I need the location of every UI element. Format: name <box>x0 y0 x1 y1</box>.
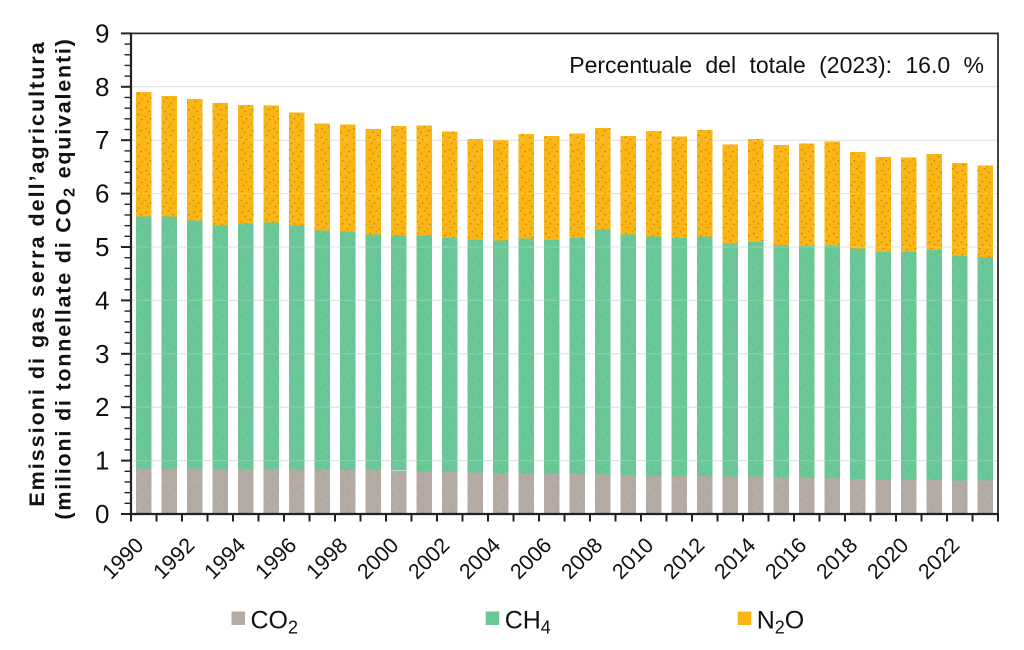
svg-text:2014: 2014 <box>710 533 761 584</box>
svg-text:Percentuale del totale (2023):: Percentuale del totale (2023): 16.0 % <box>569 52 984 78</box>
svg-text:5: 5 <box>95 232 109 262</box>
svg-text:3: 3 <box>95 339 109 369</box>
svg-text:1994: 1994 <box>200 533 251 584</box>
svg-text:N2O: N2O <box>757 607 805 638</box>
svg-text:8: 8 <box>95 72 109 102</box>
svg-text:1990: 1990 <box>98 533 149 584</box>
svg-text:(milioni di tonnellate di CO2: (milioni di tonnellate di CO2 equivalent… <box>52 37 79 519</box>
svg-text:Emissioni di gas serra dell’ag: Emissioni di gas serra dell’agricultura <box>25 40 49 506</box>
svg-text:2006: 2006 <box>506 533 557 584</box>
svg-text:2012: 2012 <box>659 533 710 584</box>
svg-text:2000: 2000 <box>353 533 404 584</box>
svg-text:2020: 2020 <box>863 533 914 584</box>
svg-text:CH4: CH4 <box>505 607 551 638</box>
svg-text:2016: 2016 <box>761 533 812 584</box>
svg-text:1998: 1998 <box>302 533 353 584</box>
svg-text:CO2: CO2 <box>251 607 299 638</box>
svg-text:2022: 2022 <box>914 533 965 584</box>
svg-text:2: 2 <box>95 392 109 422</box>
svg-text:1996: 1996 <box>251 533 302 584</box>
svg-text:7: 7 <box>95 125 109 155</box>
svg-text:2008: 2008 <box>557 533 608 584</box>
svg-text:2010: 2010 <box>608 533 659 584</box>
svg-text:6: 6 <box>95 179 109 209</box>
svg-text:2002: 2002 <box>404 533 455 584</box>
svg-text:0: 0 <box>95 499 109 529</box>
svg-text:2018: 2018 <box>812 533 863 584</box>
svg-text:9: 9 <box>95 18 109 48</box>
svg-text:1992: 1992 <box>149 533 200 584</box>
svg-text:4: 4 <box>95 285 109 315</box>
svg-text:2004: 2004 <box>455 533 506 584</box>
svg-text:1: 1 <box>95 446 109 476</box>
